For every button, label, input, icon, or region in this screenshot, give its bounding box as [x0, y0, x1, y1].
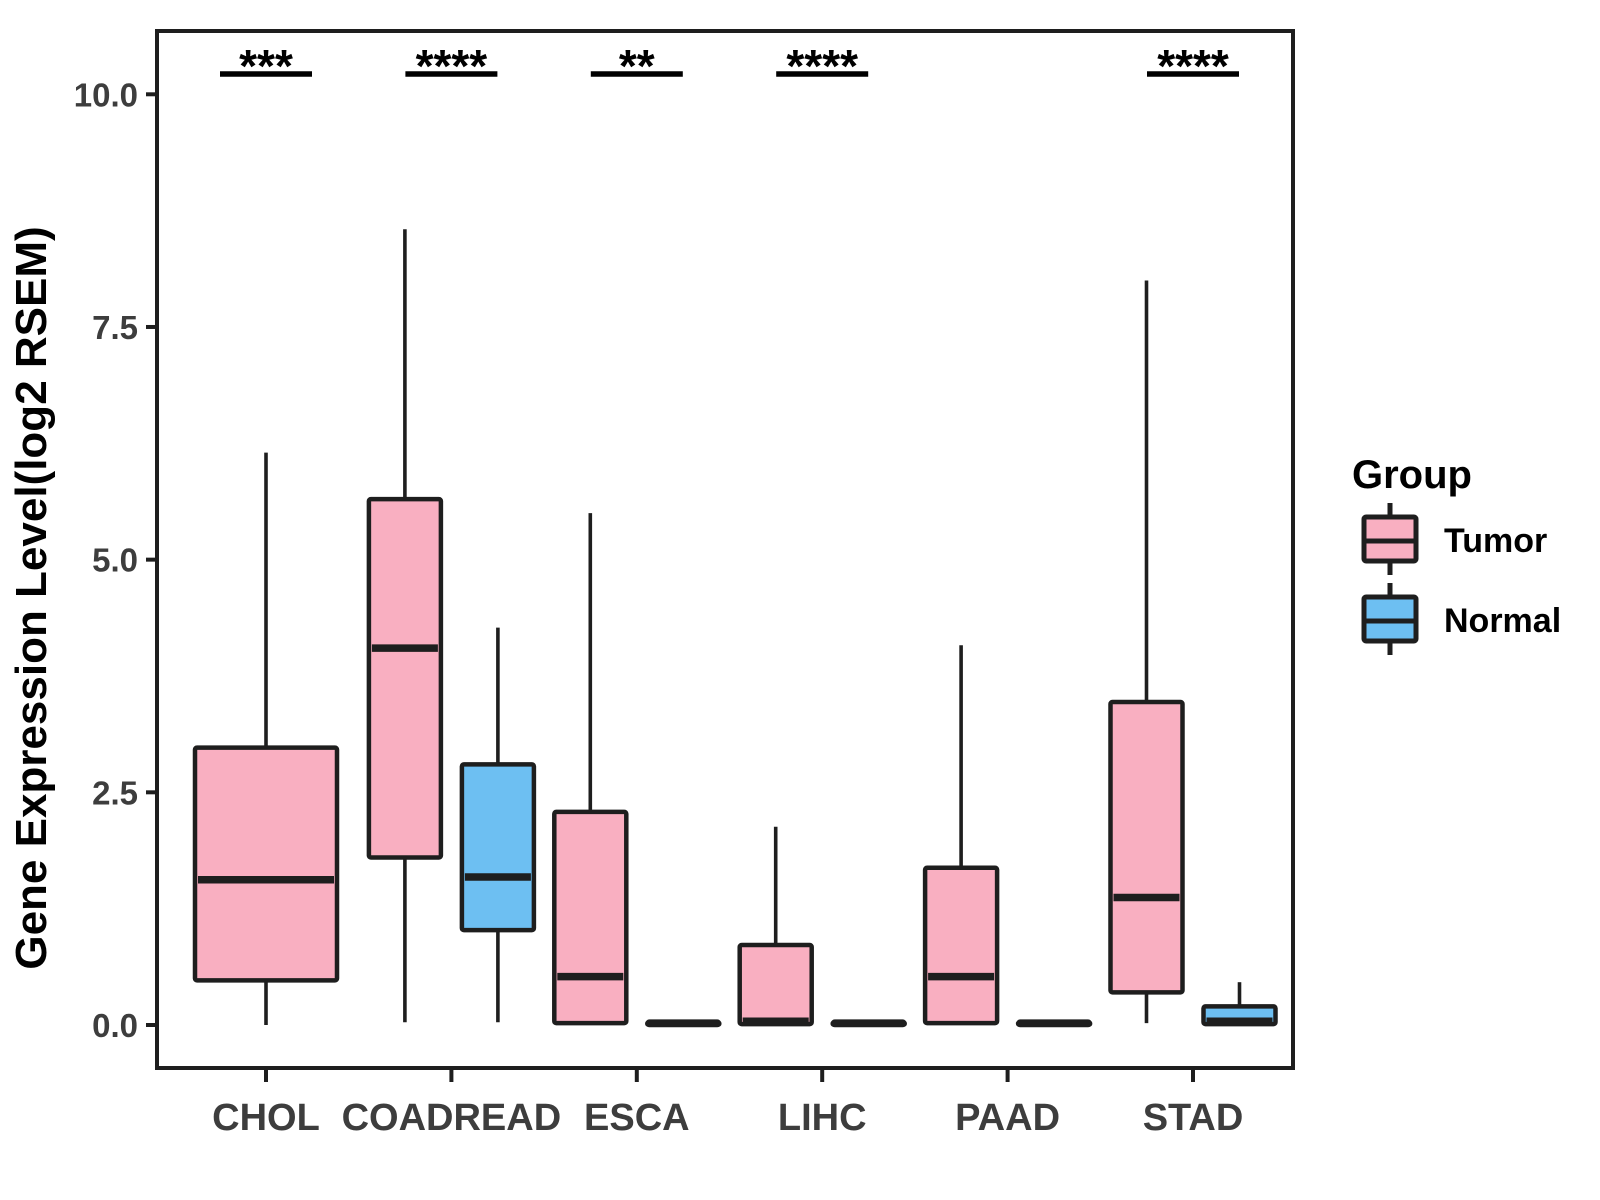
plot-area: 0.0 2.5 5.0 7.5 10.0 CHOL COADREAD ESCA LIHC PAAD…: [74, 29, 1295, 1139]
x-tick-label-CHOL: CHOL: [212, 1097, 320, 1139]
legend-entry-tumor: Tumor: [1361, 503, 1547, 575]
significance-stars-CHOL: ***: [239, 40, 293, 92]
y-tick-label-0.0: 0.0: [92, 1007, 138, 1044]
box-CHOL-Tumor-rect: [192, 745, 340, 983]
significance-stars-STAD: ****: [1157, 40, 1229, 92]
box-COADREAD-Normal-rect: [459, 762, 537, 933]
box-LIHC-Tumor-rect: [737, 942, 814, 1027]
y-tick-label-5.0: 5.0: [92, 542, 138, 579]
y-tick-label-10.0: 10.0: [74, 76, 138, 113]
significance-stars-COADREAD: ****: [416, 40, 488, 92]
x-tick-label-LIHC: LIHC: [778, 1097, 867, 1139]
x-tick-label-PAAD: PAAD: [955, 1097, 1060, 1139]
box-STAD-Tumor-rect: [1108, 699, 1185, 995]
x-tick-label-ESCA: ESCA: [584, 1097, 690, 1139]
box-COADREAD-Tumor-rect: [366, 496, 444, 860]
box-PAAD-Tumor-rect: [922, 865, 1000, 1026]
y-axis-title: Gene Expression Level(log2 RSEM): [7, 226, 56, 969]
boxplot-glyph-icon: [1361, 503, 1419, 575]
y-tick-label-7.5: 7.5: [92, 309, 138, 346]
legend: Group Tumor Normal: [1352, 453, 1561, 655]
x-tick-label-COADREAD: COADREAD: [342, 1097, 562, 1139]
legend-label-tumor: Tumor: [1444, 522, 1547, 560]
box-ESCA-Tumor-rect: [552, 809, 629, 1026]
legend-entry-normal: Normal: [1361, 583, 1561, 655]
significance-stars-LIHC: ****: [786, 40, 858, 92]
plot-frame: [155, 29, 1295, 1070]
significance-stars-ESCA: **: [619, 40, 655, 92]
y-tick-label-2.5: 2.5: [92, 774, 138, 811]
x-tick-label-STAD: STAD: [1143, 1097, 1244, 1139]
legend-label-normal: Normal: [1444, 602, 1561, 640]
legend-title: Group: [1352, 453, 1472, 497]
